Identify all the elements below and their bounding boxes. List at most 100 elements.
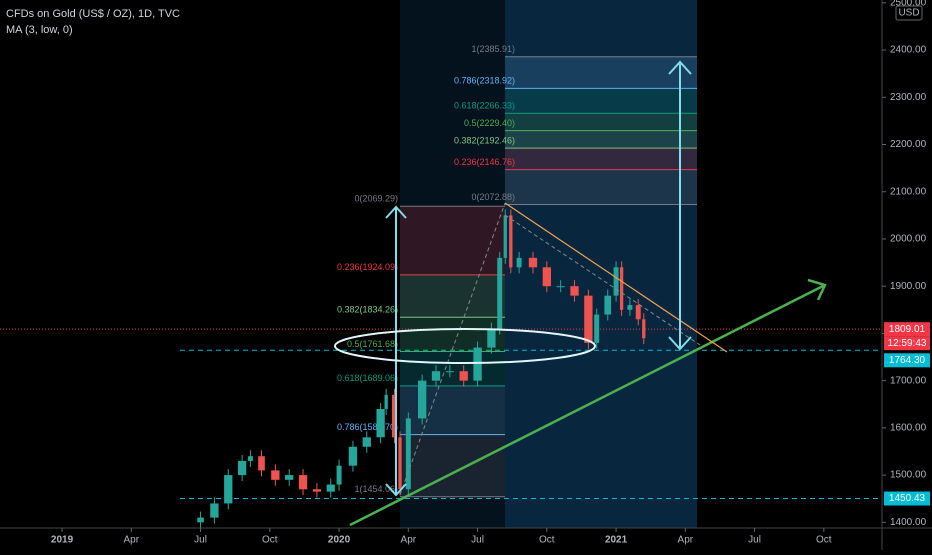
y-tick-label: 2500.00 — [890, 0, 927, 8]
fib-zone — [400, 351, 505, 386]
candle-body — [459, 371, 468, 381]
candle-body — [405, 418, 411, 490]
fib-zone — [505, 169, 697, 205]
candle-body — [362, 437, 371, 447]
candle-body — [542, 267, 551, 287]
y-tick-label: 1600.00 — [890, 423, 927, 434]
candle-body — [210, 503, 219, 518]
price-tag — [884, 491, 930, 506]
x-tick-label: Oct — [262, 535, 278, 546]
drawings-back: 0(2069.29) 0.236(1924.09) 0.382(1834.26) 0.… — [0, 0, 882, 528]
candle-body — [516, 257, 522, 268]
trend-line — [399, 202, 506, 496]
y-tick-label: 2000.00 — [890, 234, 927, 245]
indicator-label: MA (3, low, 0) — [6, 24, 73, 36]
fib-label: 1(1454.06) — [354, 484, 398, 494]
fib-zone — [505, 148, 697, 170]
candle-body — [627, 305, 633, 310]
arrow-head — [385, 205, 407, 219]
fib-zone — [400, 434, 505, 497]
fib-zone — [400, 385, 505, 435]
time-zone — [400, 0, 505, 528]
x-tick-label: Oct — [539, 535, 555, 546]
fib-label: 0.5(2229.40) — [464, 118, 515, 128]
arrow-head — [385, 483, 407, 497]
candle-body — [237, 460, 247, 476]
x-tick-label: 2019 — [51, 535, 74, 546]
candle-body — [336, 465, 342, 485]
price-tag-label: 1764.30 — [889, 355, 926, 366]
countdown-tag — [884, 336, 930, 351]
x-tick-label: 2021 — [605, 535, 628, 546]
chart-title: CFDs on Gold (US$ / OZ), 1D, TVC — [6, 8, 180, 20]
trend-line — [504, 202, 728, 353]
fib-label: 0.786(1585.70) — [337, 422, 398, 432]
y-tick-label: 1900.00 — [890, 281, 927, 292]
fib-label: 0(2072.88) — [471, 192, 515, 202]
candle-body — [384, 394, 388, 409]
fib-label: 1(2385.91) — [471, 44, 515, 54]
countdown: 12:59:43 — [888, 338, 927, 349]
candle-body — [445, 371, 455, 373]
fib-zone — [505, 56, 697, 89]
fib-label: 0.618(2266.33) — [454, 101, 515, 111]
fib-label: 0.786(2318.92) — [454, 76, 515, 86]
candle-body — [570, 286, 579, 296]
candle-body — [391, 394, 397, 438]
price-tag — [884, 353, 930, 368]
candle-body — [271, 470, 280, 480]
candle-body — [635, 305, 641, 320]
candle-body — [398, 437, 402, 490]
candle-body — [604, 295, 612, 315]
candle-body — [258, 456, 265, 471]
candle-body — [348, 446, 358, 466]
currency-box — [895, 5, 923, 21]
fib-zone — [505, 113, 697, 131]
candle-body — [298, 475, 308, 490]
candle-body — [642, 319, 646, 339]
price-tag-label: 1450.43 — [889, 493, 926, 504]
fib-zone — [400, 274, 505, 318]
fib-label: 0.382(1834.26) — [337, 305, 398, 315]
y-tick-label: 2100.00 — [890, 186, 927, 197]
fib-label: 0.618(1689.06) — [337, 373, 398, 383]
fib-label: 0.236(1924.09) — [337, 262, 398, 272]
candle-body — [312, 489, 322, 492]
x-tick-label: Oct — [816, 535, 832, 546]
y-tick-label: 2400.00 — [890, 45, 927, 56]
candle-body — [594, 314, 600, 343]
candle-body — [418, 380, 427, 419]
y-tick-label: 1700.00 — [890, 375, 927, 386]
y-tick-label: 1400.00 — [890, 517, 927, 528]
y-tick-label: 2200.00 — [890, 139, 927, 150]
candle-body — [197, 517, 204, 523]
fib-zone — [400, 206, 505, 275]
trend-line — [349, 283, 826, 527]
candle-body — [224, 475, 233, 504]
y-tick-label: 2300.00 — [890, 92, 927, 103]
candle-body — [509, 215, 513, 268]
currency: USD — [898, 8, 919, 19]
candle-body — [613, 267, 619, 296]
arrow-head — [668, 60, 692, 75]
fib-label: 0(2069.29) — [354, 194, 398, 204]
x-tick-label: Jul — [471, 535, 484, 546]
candle-body — [619, 267, 624, 310]
candle-body — [487, 328, 496, 348]
x-tick-label: Apr — [401, 535, 417, 546]
candle-body — [497, 257, 503, 329]
arrow-head — [807, 278, 827, 301]
candle-body — [285, 475, 294, 480]
x-tick-label: Jul — [748, 535, 761, 546]
candle-body — [326, 484, 335, 492]
fib-label: 0.382(2192.46) — [454, 135, 515, 145]
x-tick-label: Apr — [678, 535, 694, 546]
candle-body — [473, 347, 482, 381]
fib-label: 0.236(2146.76) — [454, 157, 515, 167]
candle-body — [431, 371, 441, 381]
drawings — [334, 60, 827, 527]
candle-body — [247, 456, 253, 461]
candle-body — [376, 408, 385, 438]
